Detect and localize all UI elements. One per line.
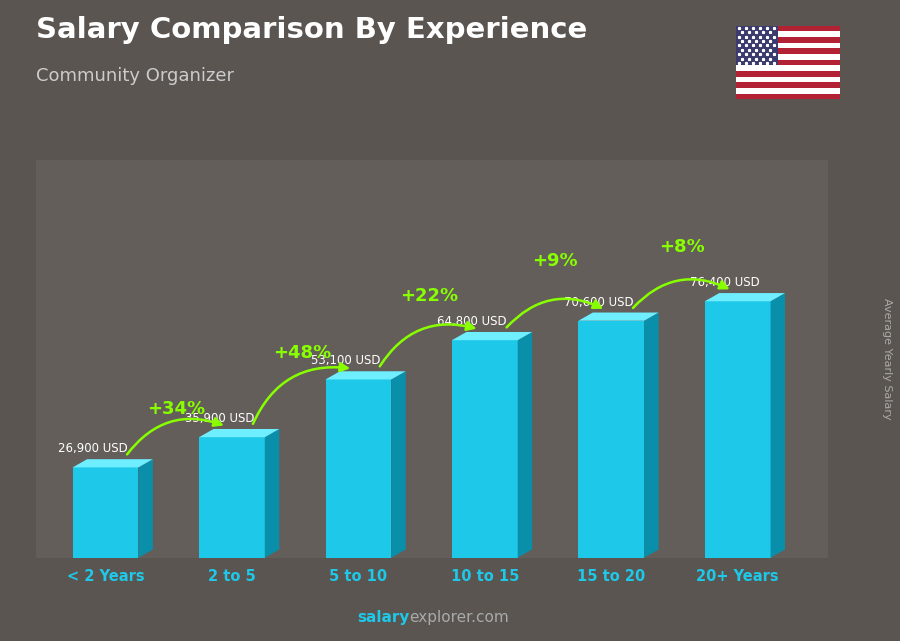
Text: Salary Comparison By Experience: Salary Comparison By Experience: [36, 16, 587, 44]
Polygon shape: [452, 332, 532, 340]
Text: explorer.com: explorer.com: [410, 610, 509, 625]
Text: +22%: +22%: [400, 287, 458, 304]
Bar: [452, 340, 518, 558]
Bar: [326, 379, 392, 558]
Text: 64,800 USD: 64,800 USD: [437, 315, 507, 328]
Bar: [579, 320, 644, 558]
Bar: [705, 301, 770, 558]
Bar: [736, 37, 840, 43]
Polygon shape: [139, 459, 153, 558]
Bar: [736, 48, 840, 54]
Bar: [736, 31, 840, 37]
Polygon shape: [579, 313, 659, 320]
Text: 35,900 USD: 35,900 USD: [184, 412, 254, 425]
Text: salary: salary: [357, 610, 410, 625]
Bar: [736, 26, 778, 65]
Bar: [736, 77, 840, 82]
Bar: [73, 467, 139, 558]
Bar: [736, 60, 840, 65]
Bar: [736, 94, 840, 99]
Polygon shape: [326, 371, 406, 379]
Bar: [736, 26, 840, 31]
Polygon shape: [392, 371, 406, 558]
Bar: [199, 437, 265, 558]
Polygon shape: [73, 459, 153, 467]
Bar: [736, 82, 840, 88]
Text: 76,400 USD: 76,400 USD: [690, 276, 760, 289]
Text: 53,100 USD: 53,100 USD: [311, 354, 381, 367]
Bar: [736, 65, 840, 71]
Polygon shape: [265, 429, 279, 558]
Bar: [736, 54, 840, 60]
Text: Community Organizer: Community Organizer: [36, 67, 234, 85]
Bar: [736, 71, 840, 77]
Bar: [736, 88, 840, 94]
Text: Average Yearly Salary: Average Yearly Salary: [881, 298, 892, 420]
Text: +48%: +48%: [274, 344, 331, 362]
Polygon shape: [770, 293, 785, 558]
Polygon shape: [518, 332, 532, 558]
Text: 70,600 USD: 70,600 USD: [563, 296, 634, 309]
Polygon shape: [705, 293, 785, 301]
Text: 26,900 USD: 26,900 USD: [58, 442, 128, 455]
Text: +34%: +34%: [147, 400, 205, 418]
Text: +8%: +8%: [659, 238, 705, 256]
Text: +9%: +9%: [533, 253, 578, 271]
Polygon shape: [199, 429, 279, 437]
Polygon shape: [644, 313, 659, 558]
Bar: [736, 43, 840, 48]
